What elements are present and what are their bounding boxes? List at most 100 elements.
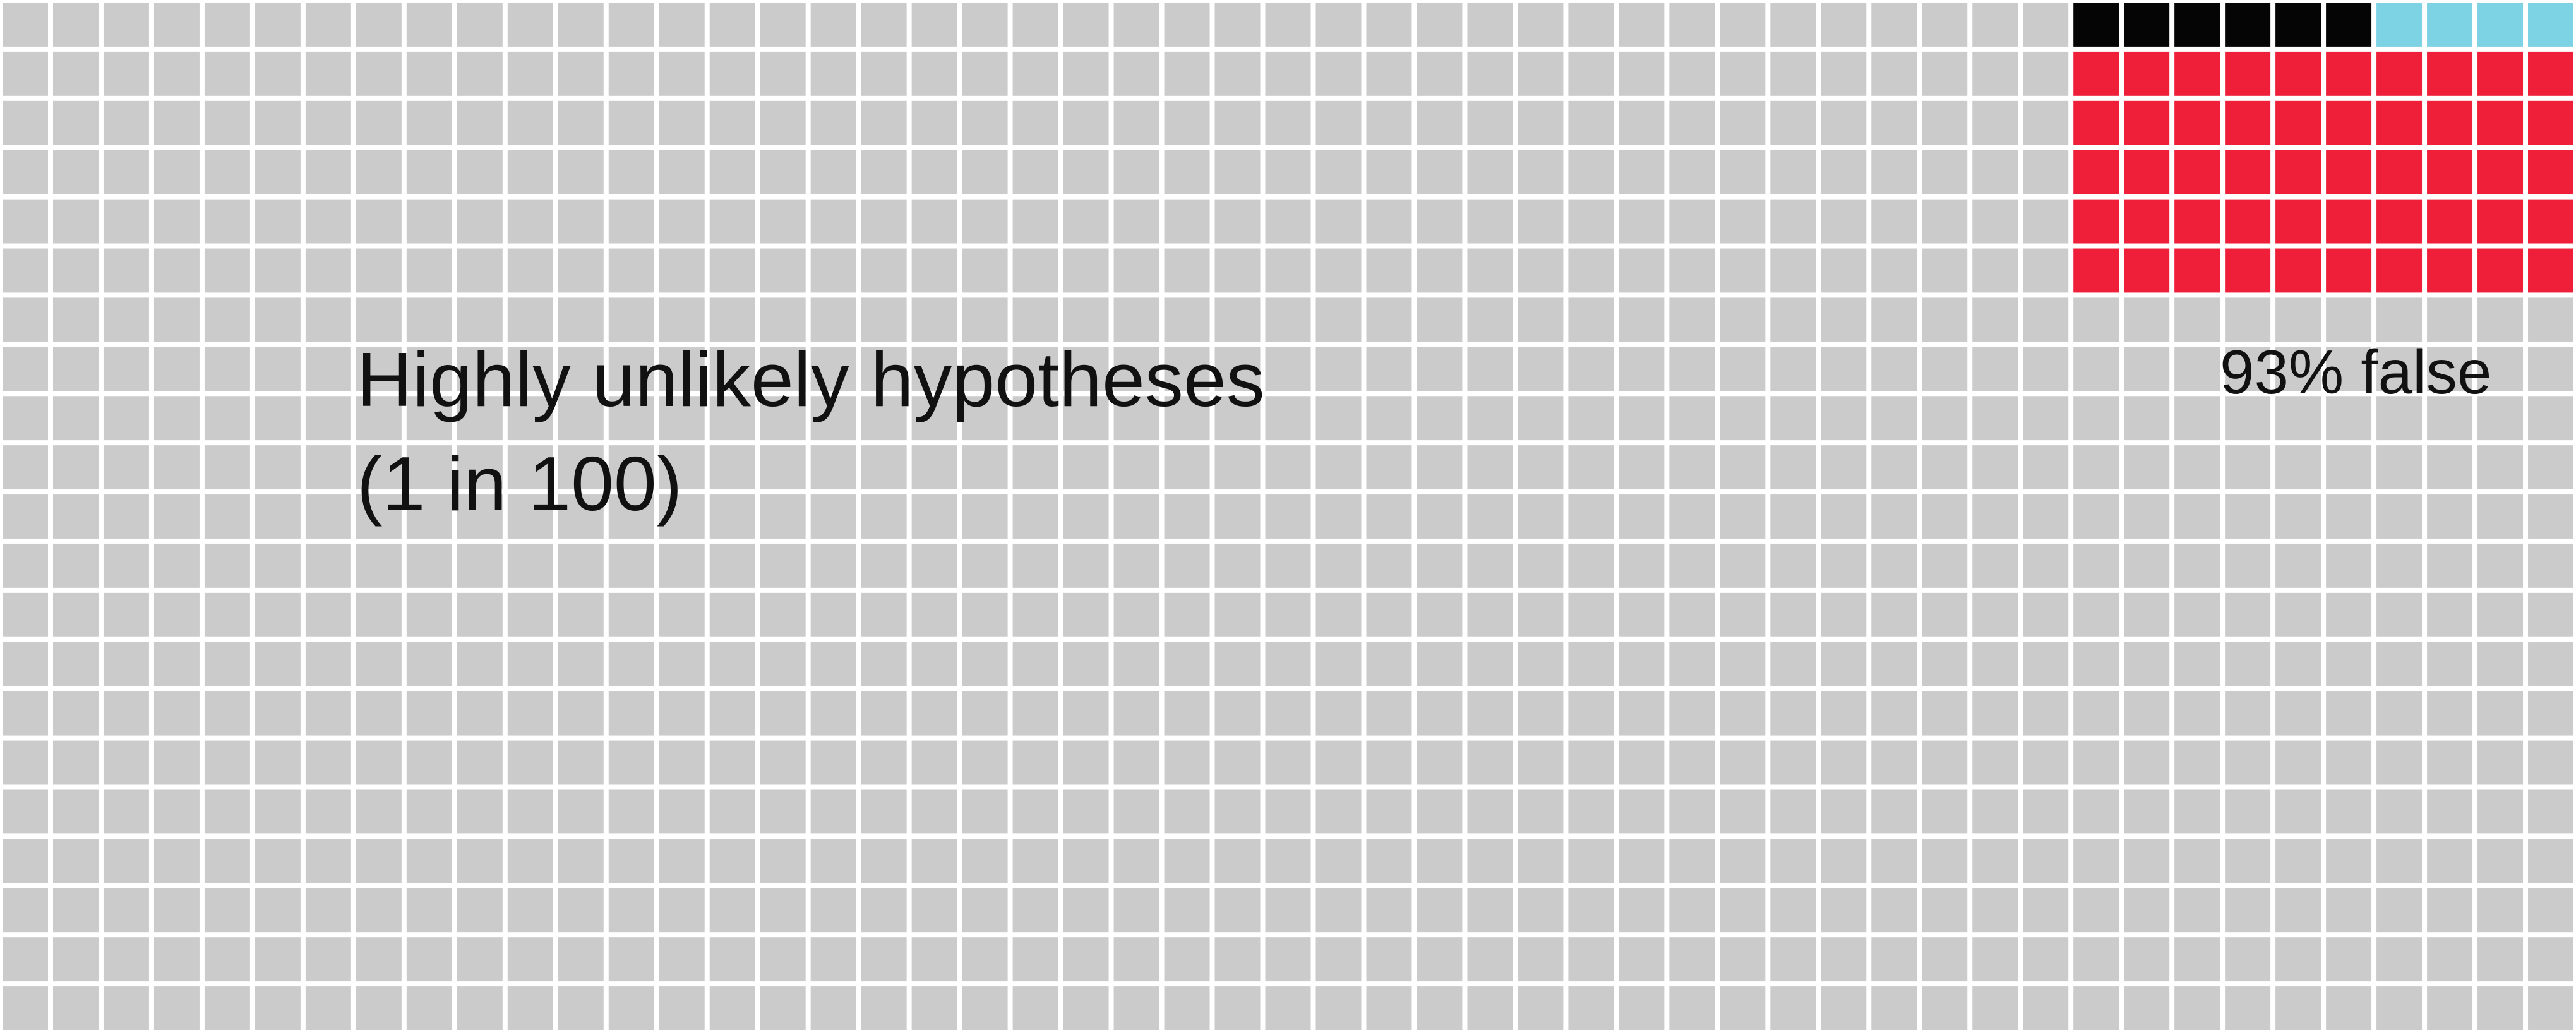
waffle-cell [2124, 888, 2170, 933]
waffle-cell-false-positive [2073, 199, 2119, 244]
waffle-cell [558, 839, 604, 883]
waffle-cell [659, 347, 705, 391]
waffle-cell-false-positive [2275, 150, 2321, 194]
waffle-cell [1669, 839, 1715, 883]
waffle-cell [1821, 199, 1867, 244]
waffle-cell [1972, 789, 2018, 834]
waffle-cell [709, 347, 755, 391]
waffle-cell [1619, 691, 1665, 736]
waffle-cell [1265, 494, 1311, 539]
waffle-cell [457, 592, 503, 637]
waffle-cell [1417, 740, 1463, 785]
waffle-cell [204, 592, 250, 637]
waffle-cell [2528, 937, 2573, 982]
waffle-cell [1720, 839, 1766, 883]
waffle-cell [1972, 642, 2018, 686]
waffle-cell [1315, 3, 1362, 47]
waffle-cell [255, 150, 301, 194]
waffle-cell [1214, 297, 1261, 342]
waffle-cell [558, 691, 604, 736]
waffle-cell [457, 445, 503, 490]
waffle-cell [2275, 543, 2321, 588]
waffle-cell [507, 51, 553, 96]
waffle-cell [1467, 100, 1513, 145]
waffle-cell [1518, 642, 1564, 686]
waffle-cell [2477, 642, 2524, 686]
waffle-cell [1315, 248, 1362, 293]
waffle-cell [406, 543, 452, 588]
waffle-cell [2275, 691, 2321, 736]
waffle-cell [2174, 543, 2220, 588]
waffle-cell [2073, 986, 2119, 1030]
waffle-cell [1821, 494, 1867, 539]
waffle-cell [1821, 51, 1867, 96]
waffle-cell [1518, 937, 1564, 982]
waffle-cell [709, 543, 755, 588]
waffle-cell [2174, 937, 2220, 982]
waffle-cell [1164, 199, 1210, 244]
waffle-cell [1871, 888, 1917, 933]
waffle-cell [608, 347, 654, 391]
waffle-cell [507, 888, 553, 933]
waffle-cell [356, 543, 402, 588]
waffle-cell [2225, 445, 2271, 490]
waffle-cell [2073, 642, 2119, 686]
waffle-cell [1063, 543, 1109, 588]
waffle-cell [2275, 888, 2321, 933]
waffle-cell [1366, 543, 1412, 588]
waffle-cell [1568, 199, 1614, 244]
waffle-cell [810, 789, 856, 834]
waffle-cell [962, 100, 1008, 145]
waffle-cell [1669, 445, 1715, 490]
waffle-cell [1568, 740, 1614, 785]
waffle-cell [103, 396, 149, 441]
waffle-cell [911, 199, 957, 244]
waffle-cell [2124, 740, 2170, 785]
waffle-cell [1720, 150, 1766, 194]
waffle-cell [760, 445, 806, 490]
waffle-cell [911, 789, 957, 834]
waffle-cell [153, 494, 200, 539]
waffle-cell [1568, 445, 1614, 490]
waffle-cell [2174, 494, 2220, 539]
waffle-cell [1214, 396, 1261, 441]
waffle-cell [2275, 347, 2321, 391]
waffle-cell [1770, 248, 1816, 293]
waffle-cell [1871, 347, 1917, 391]
waffle-cell [204, 199, 250, 244]
waffle-cell [1669, 297, 1715, 342]
waffle-cell [1669, 691, 1715, 736]
waffle-cell [2427, 888, 2473, 933]
waffle-cell [659, 150, 705, 194]
waffle-cell [1821, 740, 1867, 785]
waffle-cell [709, 592, 755, 637]
waffle-cell [1417, 494, 1463, 539]
waffle-cell [3, 691, 48, 736]
waffle-cell [962, 740, 1008, 785]
waffle-cell [1669, 199, 1715, 244]
waffle-cell [608, 543, 654, 588]
waffle-cell [2528, 986, 2573, 1030]
waffle-cell [1922, 51, 1968, 96]
waffle-cell [457, 150, 503, 194]
waffle-cell [608, 937, 654, 982]
waffle-cell [2174, 789, 2220, 834]
waffle-cell [457, 100, 503, 145]
waffle-cell-false-positive [2528, 248, 2573, 293]
waffle-cell [153, 51, 200, 96]
waffle-cell [1164, 740, 1210, 785]
waffle-cell [1417, 347, 1463, 391]
waffle-cell [659, 248, 705, 293]
waffle-cell [2124, 986, 2170, 1030]
waffle-cell [1012, 986, 1058, 1030]
waffle-cell [2427, 642, 2473, 686]
waffle-cell [1012, 642, 1058, 686]
waffle-cell [1467, 297, 1513, 342]
waffle-cell-false-negative [2427, 3, 2473, 47]
waffle-cell [1265, 789, 1311, 834]
waffle-cell [406, 248, 452, 293]
waffle-cell [507, 986, 553, 1030]
waffle-cell [2528, 396, 2573, 441]
waffle-cell [1972, 740, 2018, 785]
waffle-cell [1467, 3, 1513, 47]
